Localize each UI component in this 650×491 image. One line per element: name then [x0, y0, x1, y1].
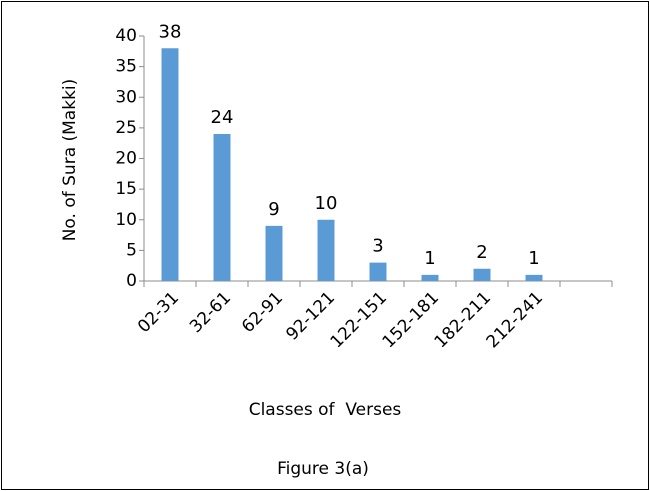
- bar: [369, 262, 387, 281]
- y-tick-label: 30: [115, 87, 137, 107]
- data-label: 9: [268, 199, 279, 220]
- y-tick-label: 0: [126, 271, 137, 291]
- bar: [213, 134, 231, 281]
- bar: [525, 274, 543, 281]
- bar: [473, 268, 491, 281]
- y-tick-label: 5: [126, 240, 137, 260]
- data-label: 2: [476, 242, 487, 263]
- bar: [317, 219, 335, 281]
- data-label: 10: [315, 193, 338, 214]
- y-tick-label: 15: [115, 179, 137, 199]
- data-label: 3: [372, 236, 383, 257]
- x-axis-label: Classes of Verses: [249, 400, 402, 420]
- data-label: 1: [528, 248, 539, 269]
- data-label: 38: [159, 21, 182, 42]
- bar: [421, 274, 439, 281]
- y-tick-label: 40: [115, 26, 137, 46]
- bar: [161, 48, 179, 281]
- caption: Figure 3(a): [277, 459, 369, 479]
- y-tick-label: 20: [115, 149, 137, 169]
- data-label: 1: [424, 248, 435, 269]
- data-label: 24: [211, 107, 234, 128]
- y-axis-label: No. of Sura (Makki): [60, 79, 80, 242]
- y-tick-label: 10: [115, 210, 137, 230]
- y-tick-label: 25: [115, 118, 137, 138]
- bar: [265, 225, 283, 281]
- y-tick-label: 35: [115, 57, 137, 77]
